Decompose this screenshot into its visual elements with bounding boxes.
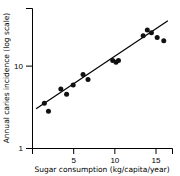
point [64,92,69,97]
y-tick-mark [26,66,32,67]
x-tick-label: 5 [71,156,76,165]
x-tick-mark [156,148,157,154]
y-tick-label: 1 [19,144,24,153]
plot: 5 10 15 1 10 [14,9,172,165]
y-tick: 10 [14,62,32,71]
point [58,86,63,91]
y-tick: 1 [19,144,32,153]
point [86,77,91,82]
y-tick-mark [26,148,32,149]
x-tick: 5 [71,148,76,165]
point [46,109,51,114]
chart: 51015110Sugar consumption (kg/capita/yea… [0,0,180,176]
point [155,35,160,40]
x-tick: 10 [110,148,119,165]
point [141,33,146,38]
x-axis-line [33,149,173,155]
x-axis-title: Sugar consumption (kg/capita/year) [34,165,169,174]
point [42,101,47,106]
point [149,30,154,35]
y-axis: 1 10 [14,9,32,154]
y-axis-title: Annual caries incidence (log scale) [2,13,11,144]
x-tick-label: 15 [152,156,161,165]
x-tick-label: 10 [110,156,119,165]
point [81,72,86,77]
y-tick-label: 10 [14,62,23,71]
marks [36,21,168,114]
x-axis: 5 10 15 [33,148,173,165]
point [145,28,150,33]
point [71,83,76,88]
x-tick-mark [73,148,74,154]
x-tick: 15 [152,148,161,165]
point [116,58,121,63]
point [161,38,166,43]
x-tick-mark [114,148,115,154]
y-axis-line [26,9,33,149]
fit-line [36,21,168,109]
